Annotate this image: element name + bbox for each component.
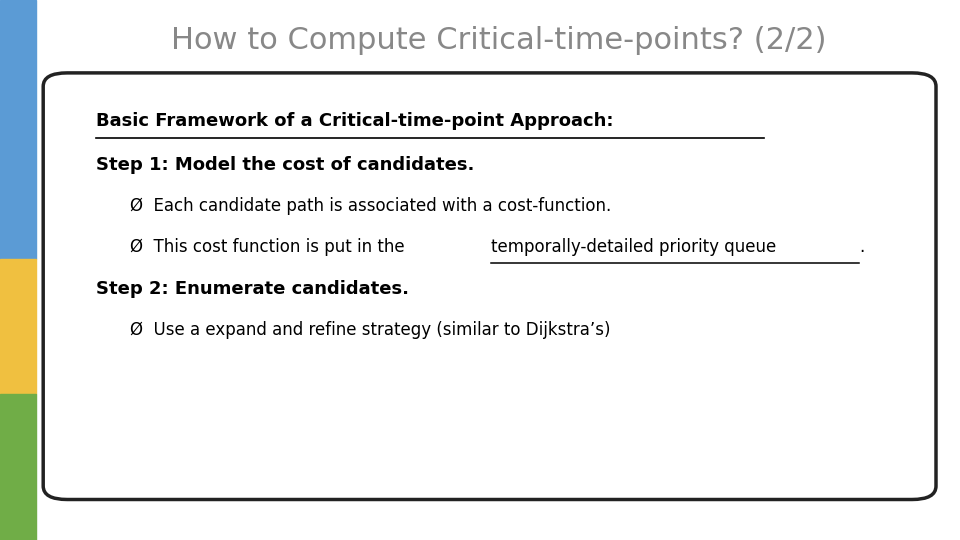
Text: .: . xyxy=(859,238,864,256)
Bar xyxy=(0,0,36,259)
Text: Ø  Use a expand and refine strategy (similar to Dijkstra’s): Ø Use a expand and refine strategy (simi… xyxy=(130,321,611,340)
Text: How to Compute Critical-time-points? (2/2): How to Compute Critical-time-points? (2/… xyxy=(172,26,827,55)
Text: Step 1: Model the cost of candidates.: Step 1: Model the cost of candidates. xyxy=(96,156,474,174)
FancyBboxPatch shape xyxy=(43,73,936,500)
Bar xyxy=(0,394,36,540)
Text: Ø  Each candidate path is associated with a cost-function.: Ø Each candidate path is associated with… xyxy=(130,197,611,215)
Text: Ø  This cost function is put in the: Ø This cost function is put in the xyxy=(130,238,410,256)
Text: temporally-detailed priority queue: temporally-detailed priority queue xyxy=(491,238,776,256)
Bar xyxy=(0,259,36,394)
Text: Basic Framework of a Critical-time-point Approach:: Basic Framework of a Critical-time-point… xyxy=(96,112,613,131)
Text: Step 2: Enumerate candidates.: Step 2: Enumerate candidates. xyxy=(96,280,409,298)
